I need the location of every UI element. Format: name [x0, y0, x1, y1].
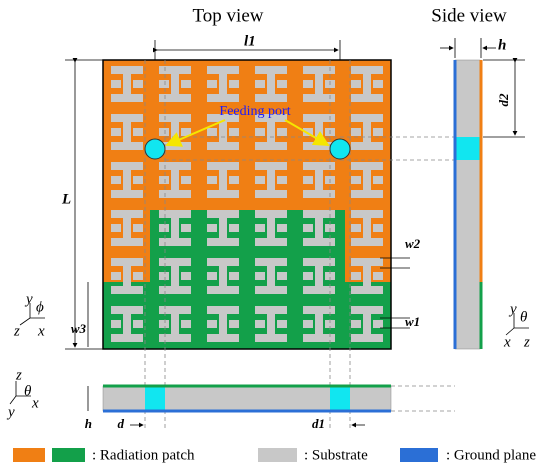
axis-label: z	[523, 334, 530, 350]
w3-label: w3	[71, 321, 87, 336]
diagram: Top view Side view l1 L w3 w2 w1 Feeding…	[0, 0, 543, 471]
axis-label: y	[24, 291, 33, 307]
d1-label: d1	[312, 416, 325, 431]
side-view-title: Side view	[431, 5, 507, 26]
axis-label: y	[508, 301, 517, 317]
axis-label: θ	[520, 309, 528, 325]
axes-top: y ϕ z x	[13, 291, 45, 339]
w1-label: w1	[405, 314, 420, 329]
w2-label: w2	[405, 236, 421, 251]
feeding-port	[330, 139, 350, 159]
feeding-port-label: Feeding port	[219, 104, 290, 119]
legend-swatch	[13, 448, 45, 462]
d-label: d	[118, 416, 125, 431]
axes-side: y θ x z	[503, 301, 530, 350]
axis-label: z	[13, 323, 20, 339]
h-side-label: h	[498, 37, 506, 53]
top-view-title: Top view	[193, 5, 264, 26]
axis-label: θ	[24, 383, 32, 399]
axis-label: x	[31, 395, 39, 411]
axis-label: x	[503, 334, 511, 350]
d2-label: d2	[496, 93, 511, 107]
axis-label: ϕ	[36, 299, 44, 315]
legend-label: : Substrate	[304, 447, 368, 463]
axes-bottom: z θ y x	[6, 367, 39, 420]
legend-label: : Radiation patch	[92, 447, 195, 463]
axis-label: x	[37, 323, 45, 339]
h-bottom-label: h	[85, 416, 92, 431]
L-label: L	[61, 191, 71, 207]
legend-swatch	[52, 448, 85, 462]
l1-label: l1	[244, 33, 256, 49]
axis-label: z	[15, 367, 22, 383]
legend-swatch	[258, 448, 297, 462]
axis-label: y	[6, 404, 15, 420]
legend-swatch	[400, 448, 438, 462]
feeding-port	[145, 139, 165, 159]
legend-label: : Ground plane	[446, 447, 536, 463]
